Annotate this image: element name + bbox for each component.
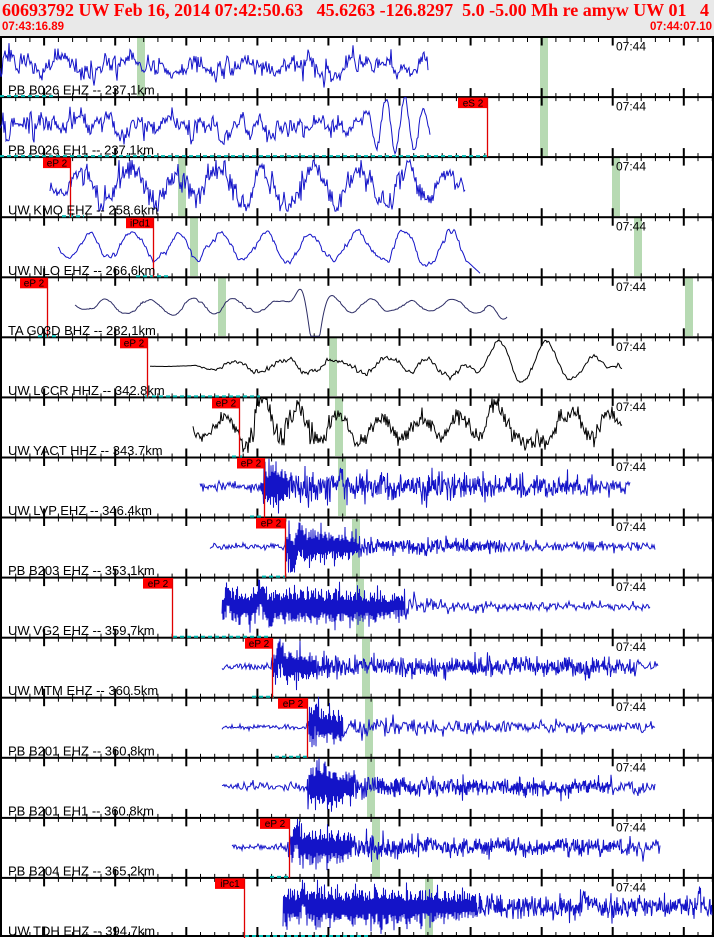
svg-text:eP 2: eP 2 [249,639,270,650]
svg-text:UW TDH EHZ -- 394.7km: UW TDH EHZ -- 394.7km [8,924,155,938]
svg-text:PB B201 EH1 -- 360.8km: PB B201 EH1 -- 360.8km [8,803,154,818]
svg-text:eP 2: eP 2 [124,339,145,350]
svg-text:07:44: 07:44 [616,340,646,354]
svg-text:eP 2: eP 2 [241,459,262,470]
svg-text:TA G03D BHZ -- 282.1km: TA G03D BHZ -- 282.1km [8,323,156,338]
svg-text:eP 2: eP 2 [283,699,304,710]
svg-text:07:44: 07:44 [616,520,646,534]
svg-text:PB B204 EHZ -- 365.2km: PB B204 EHZ -- 365.2km [8,863,155,878]
svg-text:UW VG2 EHZ -- 359.7km: UW VG2 EHZ -- 359.7km [8,623,155,638]
svg-text:PB B026 EH1 -- 237.1km: PB B026 EH1 -- 237.1km [8,143,154,158]
svg-text:07:44: 07:44 [616,400,646,414]
svg-text:07:44: 07:44 [616,40,646,54]
svg-text:eP 2: eP 2 [261,519,282,530]
svg-text:UW LCCR HHZ -- 342.8km: UW LCCR HHZ -- 342.8km [8,383,165,398]
svg-text:07:44: 07:44 [616,280,646,294]
svg-text:07:44: 07:44 [616,760,646,774]
svg-text:eP 2: eP 2 [216,399,237,410]
svg-text:UW YACT HHZ -- 343.7km: UW YACT HHZ -- 343.7km [8,443,163,458]
svg-text:iPc1: iPc1 [220,879,240,890]
svg-text:07:44: 07:44 [616,820,646,834]
svg-text:07:44: 07:44 [616,460,646,474]
svg-text:07:44: 07:44 [616,100,646,114]
svg-text:PB B201 EHZ -- 360.8km: PB B201 EHZ -- 360.8km [8,743,155,758]
svg-text:eP 2: eP 2 [47,158,68,169]
svg-text:PB B026 EHZ -- 237.1km: PB B026 EHZ -- 237.1km [8,83,155,98]
svg-text:UW KMO EHZ -- 258.6km: UW KMO EHZ -- 258.6km [8,203,158,218]
svg-text:eS 2: eS 2 [463,98,484,109]
svg-text:UW NLO EHZ -- 266.6km: UW NLO EHZ -- 266.6km [8,263,155,278]
svg-text:07:44: 07:44 [616,880,646,894]
svg-text:eP 2: eP 2 [148,579,169,590]
svg-text:07:44: 07:44 [616,160,646,174]
svg-text:07:44: 07:44 [616,640,646,654]
svg-text:eP 2: eP 2 [24,279,45,290]
svg-text:UW LVP EHZ -- 346.4km: UW LVP EHZ -- 346.4km [8,503,152,518]
svg-text:eP 2: eP 2 [265,819,286,830]
svg-text:07:44: 07:44 [616,220,646,234]
svg-text:UW MTM EHZ -- 360.5km: UW MTM EHZ -- 360.5km [8,683,158,698]
svg-text:07:44: 07:44 [616,580,646,594]
svg-text:iPd1: iPd1 [130,218,150,229]
svg-text:07:44: 07:44 [616,700,646,714]
svg-text:PB B203 EHZ -- 353.1km: PB B203 EHZ -- 353.1km [8,563,155,578]
